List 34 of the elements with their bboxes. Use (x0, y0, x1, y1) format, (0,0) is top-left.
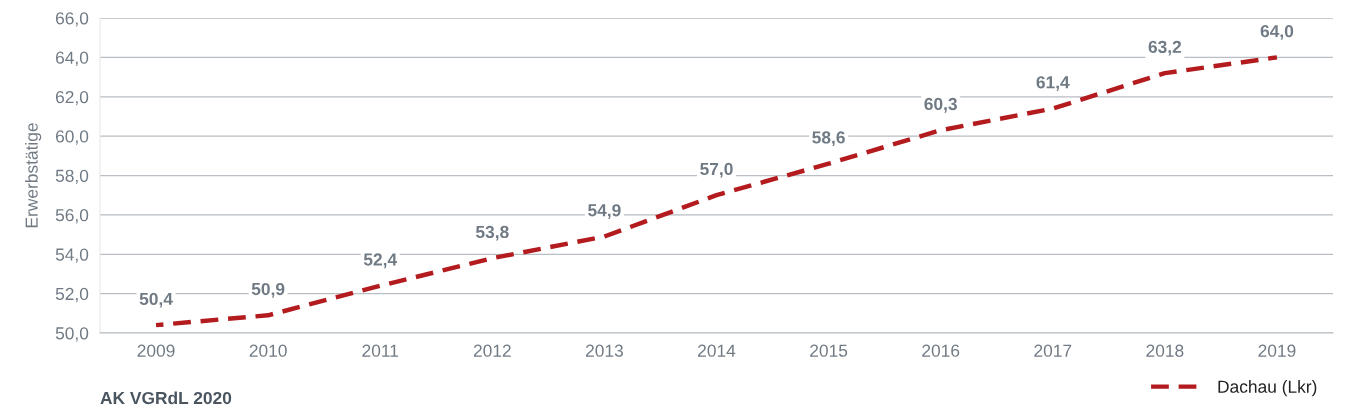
x-tick-label: 2011 (362, 344, 399, 357)
data-label: 53,8 (475, 225, 509, 241)
legend-label: Dachau (Lkr) (1218, 380, 1317, 397)
data-label: 50,9 (251, 282, 285, 298)
y-tick-label: 58,0 (55, 169, 89, 185)
y-tick-label: 64,0 (55, 51, 89, 66)
x-tick-label: 2013 (585, 344, 623, 357)
data-label: 57,0 (700, 162, 733, 178)
data-label: 58,6 (812, 131, 845, 147)
x-tick-label: 2018 (1146, 344, 1184, 357)
x-tick-label: 2010 (249, 344, 287, 357)
x-tick-label: 2015 (810, 344, 848, 357)
data-label: 50,4 (139, 292, 173, 308)
x-tick-label: 2012 (473, 344, 511, 357)
x-tick-label: 2016 (922, 344, 960, 357)
y-tick-label: 52,0 (55, 287, 89, 303)
y-tick-label: 56,0 (55, 209, 89, 224)
data-label: 64,0 (1260, 24, 1294, 40)
data-label: 61,4 (1036, 76, 1070, 91)
data-label: 52,4 (363, 253, 398, 269)
y-tick-label: 62,0 (55, 90, 89, 106)
x-tick-label: 2009 (137, 344, 175, 357)
y-tick-label: 54,0 (55, 248, 89, 263)
y-tick-label: 60,0 (55, 130, 89, 145)
data-label: 60,3 (924, 97, 957, 113)
y-tick-label: 66,0 (55, 12, 89, 27)
text: AK VGRdL 2020 (100, 391, 232, 405)
y-axis-title: Erwerbstätige (25, 123, 42, 228)
x-tick-label: 2019 (1258, 344, 1296, 357)
y-tick-label: 50,0 (55, 327, 89, 342)
data-label: 54,9 (588, 204, 621, 219)
data-label: 63,2 (1148, 40, 1182, 56)
x-tick-label: 2017 (1034, 344, 1072, 357)
x-tick-label: 2014 (698, 344, 736, 357)
